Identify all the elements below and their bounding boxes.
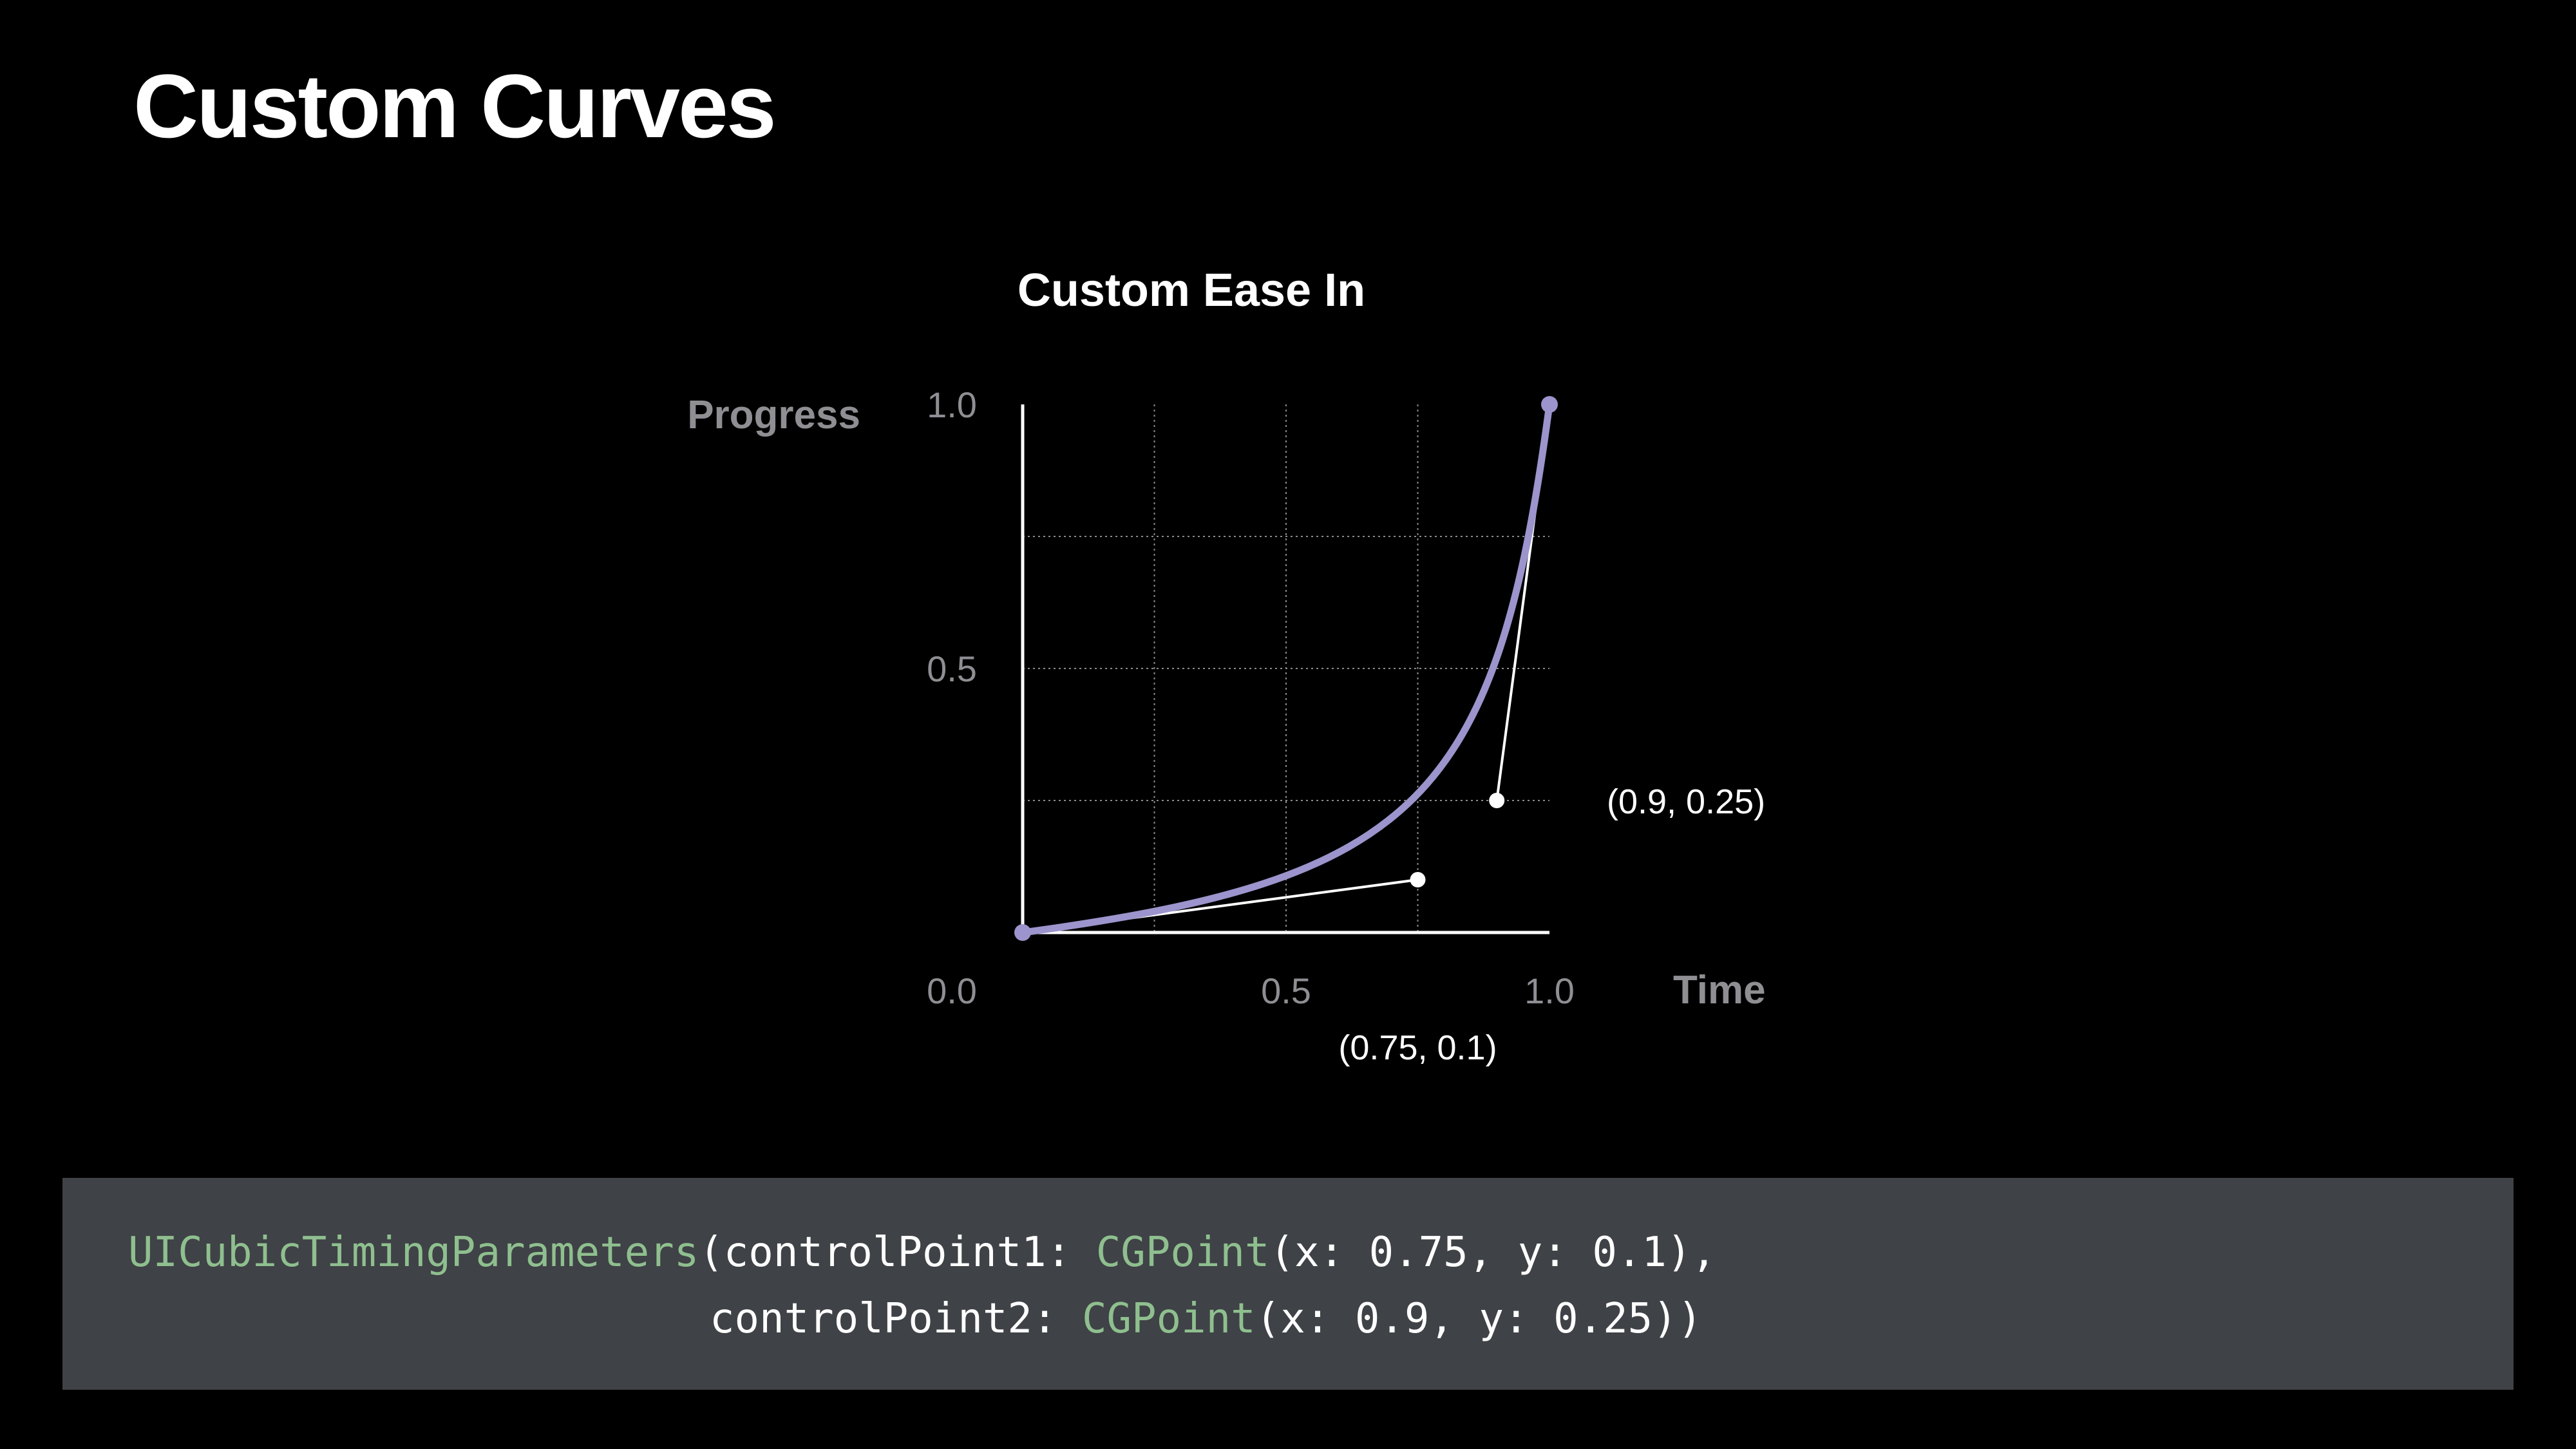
code-ctor-2: CGPoint <box>1081 1295 1256 1343</box>
tick-labels: 0.0 0.5 1.0 0.5 1.0 <box>927 384 1575 1011</box>
x-tick-label: 0.5 <box>1261 971 1311 1011</box>
control-point-1 <box>1410 872 1426 887</box>
axes <box>1021 404 1549 934</box>
series-curve <box>1019 401 1553 936</box>
points: (0.75, 0.1) (0.9, 0.25) <box>1014 396 1765 1067</box>
code-values-2: (x: 0.9, y: 0.25)) <box>1255 1295 1703 1343</box>
grid-lines <box>1023 404 1549 933</box>
control-point-2 <box>1489 793 1505 808</box>
chart: Custom Ease In Progress Time 0.0 0.5 1.00.… <box>687 265 1766 1067</box>
control-point-label-2: (0.9, 0.25) <box>1607 782 1765 821</box>
y-axis-label: Progress <box>687 393 860 437</box>
curve-end-point <box>1541 396 1558 413</box>
x-axis-label: Time <box>1673 968 1766 1012</box>
code-block: UICubicTimingParameters(controlPoint1: C… <box>62 1178 2514 1390</box>
x-tick-label: 0.0 <box>927 971 977 1011</box>
code-type-name: UICubicTimingParameters <box>128 1229 699 1276</box>
code-line-2: controlPoint2: CGPoint(x: 0.9, y: 0.25)) <box>710 1298 1702 1340</box>
slide-title: Custom Curves <box>133 55 777 156</box>
curve-start-point <box>1014 924 1031 941</box>
code-line-1: UICubicTimingParameters(controlPoint1: C… <box>128 1232 1716 1273</box>
code-arg-label-1: (controlPoint1: <box>699 1229 1096 1276</box>
code-arg-label-2: controlPoint2: <box>710 1295 1082 1343</box>
y-tick-label: 1.0 <box>927 384 977 425</box>
control-point-label-1: (0.75, 0.1) <box>1338 1028 1497 1067</box>
chart-title: Custom Ease In <box>1018 265 1365 316</box>
code-ctor-1: CGPoint <box>1095 1229 1270 1276</box>
y-tick-label: 0.5 <box>927 649 977 689</box>
code-values-1: (x: 0.75, y: 0.1), <box>1269 1229 1716 1276</box>
x-tick-label: 1.0 <box>1524 971 1575 1011</box>
ease-in-curve <box>1019 401 1553 936</box>
